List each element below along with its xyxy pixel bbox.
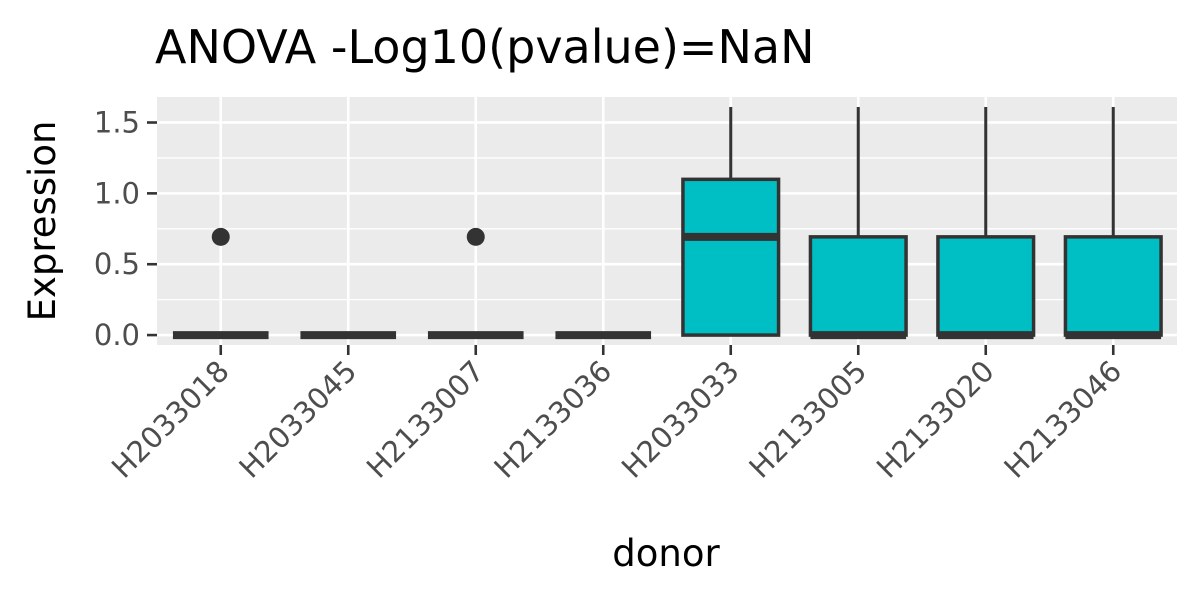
y-axis: 0.0 0.5 1.0 1.5 xyxy=(94,106,157,352)
outlier-point xyxy=(466,227,485,246)
y-tick-label: 0.5 xyxy=(94,247,140,281)
box-body xyxy=(936,235,1036,337)
x-tick-label: H2133020 xyxy=(870,354,1001,485)
y-tick-label: 1.5 xyxy=(94,106,140,140)
x-axis: H2033018H2033045H2133007H2133036H2033033… xyxy=(105,345,1128,485)
box-group xyxy=(172,107,1163,340)
x-tick-label: H2133007 xyxy=(360,354,491,485)
x-tick-label: H2133046 xyxy=(997,354,1128,485)
y-axis-title: Expression xyxy=(21,121,64,322)
x-tick-label: H2133036 xyxy=(487,354,618,485)
box-body xyxy=(1063,235,1163,337)
chart-title: ANOVA -Log10(pvalue)=NaN xyxy=(155,20,814,74)
x-tick-label: H2033045 xyxy=(232,354,363,485)
outlier-point xyxy=(211,227,230,246)
x-axis-title: donor xyxy=(612,532,720,575)
box-body xyxy=(681,177,781,337)
y-tick-label: 0.0 xyxy=(94,318,140,352)
y-tick-label: 1.0 xyxy=(94,176,140,210)
x-tick-label: H2133005 xyxy=(742,354,873,485)
x-tick-label: H2033018 xyxy=(105,354,236,485)
box-body xyxy=(808,235,908,337)
x-tick-label: H2033033 xyxy=(615,354,746,485)
